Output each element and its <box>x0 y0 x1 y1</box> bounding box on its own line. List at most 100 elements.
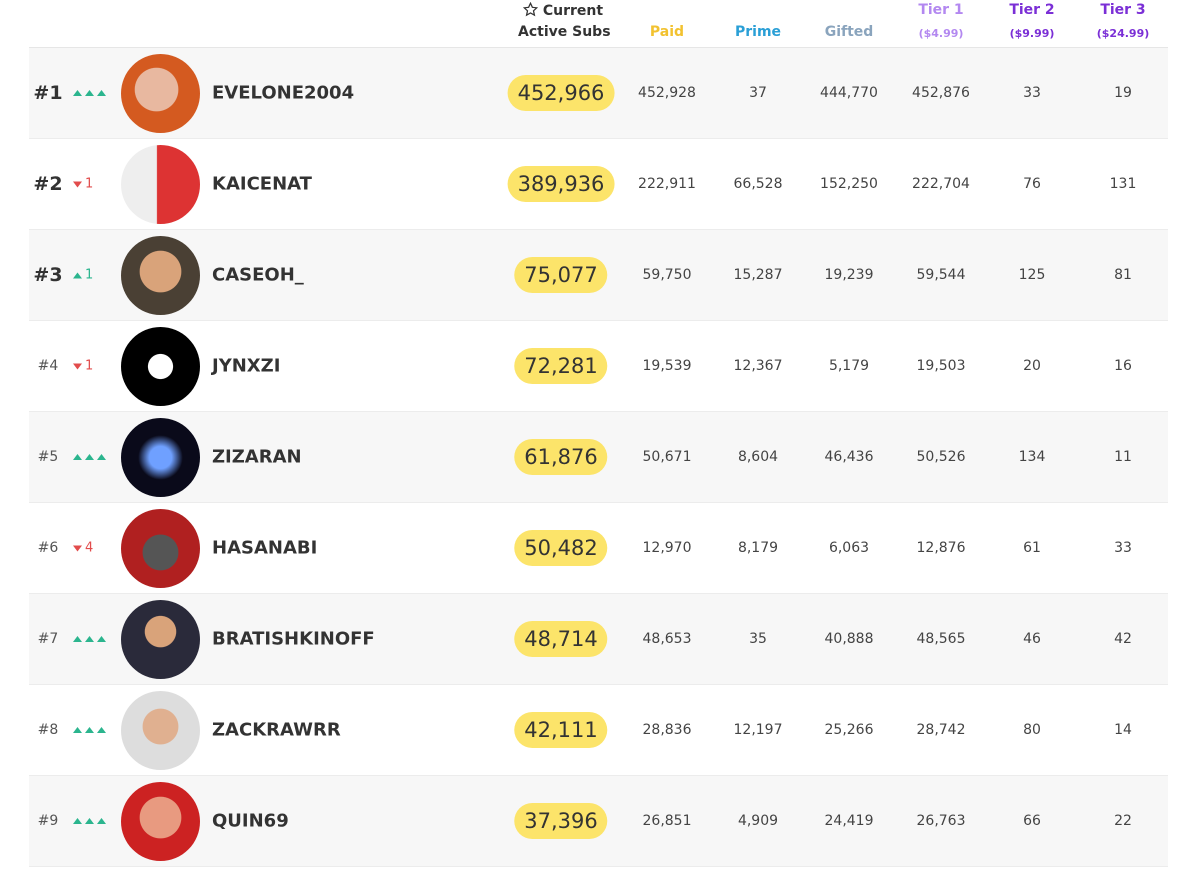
header-tier2-price: ($9.99) <box>1009 27 1055 40</box>
paid-count: 50,671 <box>642 449 692 465</box>
table-row[interactable]: #4 1 JYNXZI 72,281 19,539 12,367 5,179 19,503 20… <box>29 321 1168 412</box>
active-subs: 48,714 <box>514 621 608 657</box>
avatar[interactable] <box>121 327 200 406</box>
prime-count: 66,528 <box>733 176 783 192</box>
tier1-count: 28,742 <box>916 722 966 738</box>
paid-count: 26,851 <box>642 813 692 829</box>
header-prime[interactable]: Prime <box>734 24 782 40</box>
header-tier3-price: ($24.99) <box>1096 27 1150 40</box>
table-row[interactable]: #8 ZACKRAWRR 42,111 28,836 12,197 25,266 28,74… <box>29 685 1168 776</box>
rank-trend <box>73 636 106 642</box>
prime-count: 8,179 <box>737 540 779 556</box>
active-subs: 389,936 <box>507 166 615 202</box>
rank-trend <box>73 90 106 96</box>
tier2-count: 33 <box>1023 85 1041 101</box>
up-arrow <box>73 272 82 278</box>
tier1-count: 48,565 <box>916 631 966 647</box>
tier3-count: 131 <box>1109 176 1137 192</box>
table-row[interactable]: #2 1 KAICENAT 389,936 222,911 66,528 152,250 22… <box>29 139 1168 230</box>
channel-name[interactable]: BRATISHKINOFF <box>212 628 375 650</box>
table-row[interactable]: #6 4 HASANABI 50,482 12,970 8,179 6,063 12,876 6… <box>29 503 1168 594</box>
paid-count: 452,928 <box>638 85 696 101</box>
channel-name[interactable]: EVELONE2004 <box>212 82 355 104</box>
avatar[interactable] <box>121 54 200 133</box>
tier3-count: 14 <box>1114 722 1132 738</box>
prime-count: 35 <box>749 631 767 647</box>
paid-count: 59,750 <box>642 267 692 283</box>
rank-trend <box>73 727 106 733</box>
table-row[interactable]: #5 ZIZARAN 61,876 50,671 8,604 46,436 50,526 13… <box>29 412 1168 503</box>
header-rule <box>29 47 1168 48</box>
gifted-count: 19,239 <box>824 267 874 283</box>
active-subs: 50,482 <box>514 530 608 566</box>
down-arrow <box>73 363 82 369</box>
table-row[interactable]: #7 BRATISHKINOFF 48,714 48,653 35 40,888 48,56… <box>29 594 1168 685</box>
table-row[interactable]: #1 EVELONE2004 452,966 452,928 37 444,770 452,… <box>29 48 1168 139</box>
up-arrow <box>73 818 82 824</box>
star-icon[interactable] <box>522 1 539 17</box>
tier2-count: 125 <box>1018 267 1046 283</box>
tier1-count: 26,763 <box>916 813 966 829</box>
avatar[interactable] <box>121 600 200 679</box>
header-paid[interactable]: Paid <box>649 24 685 40</box>
header-tier1[interactable]: Tier 1 <box>918 2 964 18</box>
header-tier2[interactable]: Tier 2 <box>1009 2 1055 18</box>
rank-trend: 1 <box>73 268 93 283</box>
header-gifted[interactable]: Gifted <box>824 24 874 40</box>
rank-change: 1 <box>85 176 94 192</box>
avatar[interactable] <box>121 691 200 770</box>
active-subs: 42,111 <box>514 712 608 748</box>
header-tier3[interactable]: Tier 3 <box>1100 2 1146 18</box>
tier3-count: 16 <box>1114 358 1132 374</box>
up-arrow <box>73 727 82 733</box>
channel-name[interactable]: CASEOH_ <box>212 264 304 286</box>
up-arrow <box>97 636 106 642</box>
channel-name[interactable]: QUIN69 <box>212 810 289 832</box>
channel-name[interactable]: KAICENAT <box>212 173 312 195</box>
tier2-count: 80 <box>1023 722 1041 738</box>
channel-name[interactable]: ZACKRAWRR <box>212 719 341 741</box>
prime-count: 8,604 <box>737 449 779 465</box>
tier3-count: 22 <box>1114 813 1132 829</box>
tier2-count: 61 <box>1023 540 1041 556</box>
up-arrow <box>97 818 106 824</box>
header-current: Current <box>542 3 604 19</box>
table-row[interactable]: #9 QUIN69 37,396 26,851 4,909 24,419 26,763 66 2… <box>29 776 1168 867</box>
avatar[interactable] <box>121 236 200 315</box>
channel-name[interactable]: JYNXZI <box>212 355 281 377</box>
active-subs: 37,396 <box>514 803 608 839</box>
tier1-count: 59,544 <box>916 267 966 283</box>
down-arrow <box>73 545 82 551</box>
rank: #2 <box>33 173 63 195</box>
up-arrow <box>97 454 106 460</box>
up-arrow <box>85 636 94 642</box>
avatar[interactable] <box>121 782 200 861</box>
paid-count: 28,836 <box>642 722 692 738</box>
tier2-count: 46 <box>1023 631 1041 647</box>
tier3-count: 81 <box>1114 267 1132 283</box>
active-subs: 452,966 <box>507 75 615 111</box>
gifted-count: 25,266 <box>824 722 874 738</box>
gifted-count: 444,770 <box>820 85 878 101</box>
gifted-count: 152,250 <box>820 176 878 192</box>
rank-trend: 1 <box>73 177 93 192</box>
avatar[interactable] <box>121 509 200 588</box>
rank-change: 1 <box>85 358 94 374</box>
prime-count: 37 <box>749 85 767 101</box>
avatar[interactable] <box>121 418 200 497</box>
rank: #7 <box>37 631 59 647</box>
channel-name[interactable]: HASANABI <box>212 537 318 559</box>
up-arrow <box>97 727 106 733</box>
gifted-count: 24,419 <box>824 813 874 829</box>
rank: #4 <box>37 358 59 374</box>
channel-name[interactable]: ZIZARAN <box>212 446 302 468</box>
up-arrow <box>73 90 82 96</box>
rank: #3 <box>33 264 63 286</box>
rank-trend: 4 <box>73 541 93 556</box>
avatar[interactable] <box>121 145 200 224</box>
up-arrow <box>73 636 82 642</box>
tier1-count: 50,526 <box>916 449 966 465</box>
up-arrow <box>85 454 94 460</box>
table-row[interactable]: #3 1 CASEOH_ 75,077 59,750 15,287 19,239 59,544… <box>29 230 1168 321</box>
